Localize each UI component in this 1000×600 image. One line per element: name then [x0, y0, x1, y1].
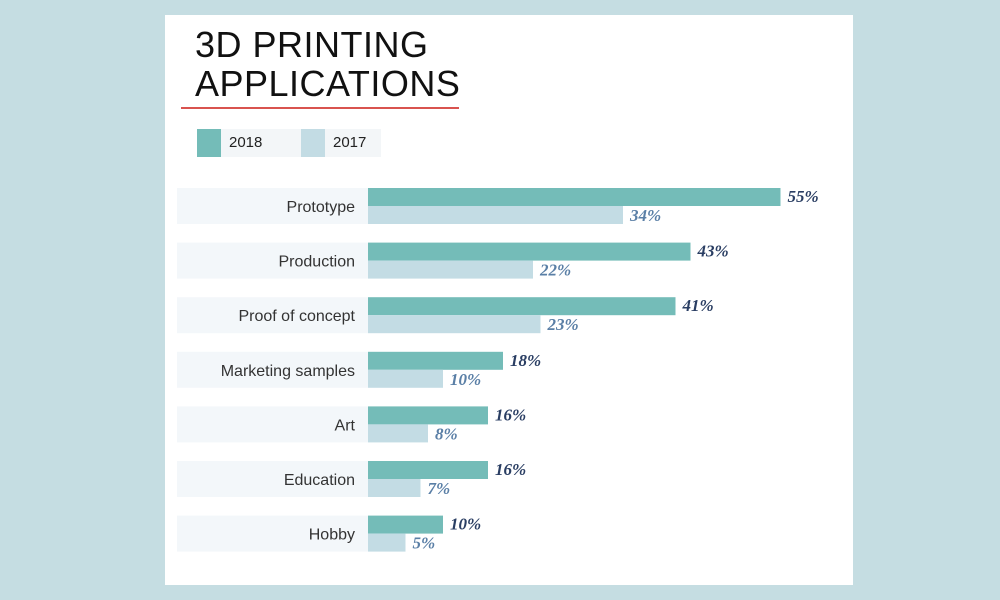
bar-2018-education	[368, 461, 488, 479]
value-label-2018-prototype: 55%	[788, 187, 819, 206]
bar-2018-prototype	[368, 188, 781, 206]
bar-2017-prototype	[368, 206, 623, 224]
row-band-prototype	[177, 188, 368, 224]
value-label-2017-education: 7%	[428, 479, 451, 498]
value-label-2018-art: 16%	[495, 405, 526, 424]
bar-2017-production	[368, 260, 533, 279]
value-label-2017-hobby: 5%	[413, 534, 436, 553]
bar-2018-proof-of-concept	[368, 297, 676, 316]
category-label-marketing-samples: Marketing samples	[221, 363, 355, 380]
legend-swatch-2018	[197, 129, 221, 157]
row-band-hobby	[177, 515, 368, 552]
value-label-2018-education: 16%	[495, 460, 526, 479]
chart-title: 3D PRINTING APPLICATIONS	[195, 25, 460, 103]
value-label-2017-art: 8%	[435, 424, 458, 443]
value-label-2018-hobby: 10%	[450, 515, 481, 534]
category-label-proof-of-concept: Proof of concept	[238, 308, 355, 325]
bar-2018-marketing-samples	[368, 351, 503, 370]
title-line-2: APPLICATIONS	[195, 63, 461, 104]
category-label-education: Education	[284, 472, 355, 489]
value-label-2017-proof-of-concept: 23%	[547, 315, 579, 334]
bar-2018-hobby	[368, 515, 443, 534]
row-band-proof-of-concept	[177, 297, 368, 334]
bar-2018-production	[368, 242, 691, 261]
category-label-art: Art	[335, 417, 356, 434]
value-label-2018-production: 43%	[697, 242, 729, 261]
legend-label-2018: 2018	[229, 134, 263, 151]
bar-2018-art	[368, 406, 488, 425]
value-label-2017-prototype: 34%	[629, 206, 661, 225]
category-label-prototype: Prototype	[287, 199, 356, 216]
title-line-1: 3D PRINTING	[195, 24, 429, 65]
chart-card: 3D PRINTING APPLICATIONS 2018 2017 Proto…	[165, 15, 853, 585]
bar-2017-proof-of-concept	[368, 315, 541, 334]
row-band-education	[177, 461, 368, 497]
row-band-marketing-samples	[177, 351, 368, 388]
title-underline	[181, 107, 459, 109]
value-label-2017-production: 22%	[539, 261, 571, 280]
category-label-hobby: Hobby	[309, 527, 355, 544]
row-band-art	[177, 406, 368, 443]
row-band-production	[177, 242, 368, 279]
value-label-2018-marketing-samples: 18%	[510, 351, 541, 370]
legend-swatch-2017	[301, 129, 325, 157]
bar-2017-hobby	[368, 533, 406, 552]
legend-label-2017: 2017	[333, 134, 367, 151]
bar-2017-education	[368, 479, 421, 497]
category-label-production: Production	[279, 254, 356, 271]
bar-2017-art	[368, 424, 428, 443]
bar-2017-marketing-samples	[368, 369, 443, 388]
value-label-2017-marketing-samples: 10%	[450, 370, 481, 389]
bar-chart: Prototype 55% 34% Production 43% 22% Proof of …	[177, 187, 819, 553]
value-label-2018-proof-of-concept: 41%	[682, 296, 714, 315]
